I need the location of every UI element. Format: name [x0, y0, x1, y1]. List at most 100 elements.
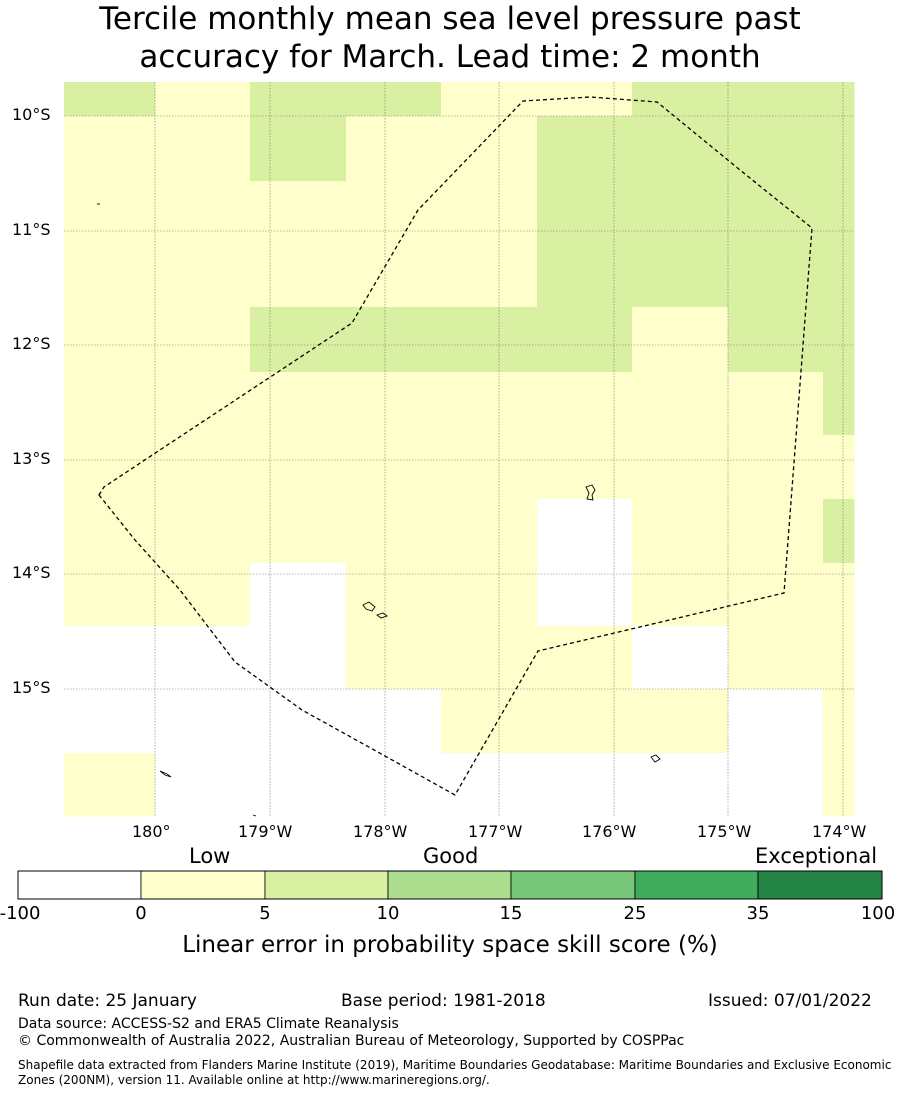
colorbar-segment: [757, 870, 883, 900]
grid-cell: [728, 307, 824, 373]
grid-cell: [64, 753, 156, 817]
island-west: [159, 770, 172, 778]
base-period: Base period: 1981-2018: [341, 991, 546, 1011]
lon-label-176w: 176°W: [582, 822, 637, 841]
grid-cell: [537, 563, 633, 627]
lon-label-177w: 177°W: [468, 822, 523, 841]
island-dot-2: [252, 814, 257, 817]
grid-cell: [632, 307, 729, 373]
grid-cell: [632, 753, 729, 817]
grid-cell: [250, 372, 347, 436]
grid-cell: [250, 563, 347, 627]
cb-tick-100: 100: [860, 903, 896, 924]
lon-label-175w: 175°W: [697, 822, 752, 841]
shapefile-credit-2: Zones (200NM), version 11. Available onl…: [18, 1073, 490, 1087]
grid-cell: [632, 563, 729, 627]
colorbar-segment: [634, 870, 759, 900]
data-source: Data source: ACCESS-S2 and ERA5 Climate …: [18, 1016, 399, 1032]
grid-cell: [728, 82, 824, 117]
cb-tick-25: 25: [623, 903, 647, 924]
grid-cell: [155, 181, 251, 308]
grid-cell: [64, 372, 156, 436]
cb-tick-minus100: -100: [0, 903, 41, 924]
grid-cell: [728, 116, 824, 182]
grid-cell: [632, 82, 729, 117]
shapefile-credit-1: Shapefile data extracted from Flanders M…: [18, 1058, 892, 1072]
grid-cell: [632, 181, 729, 308]
grid-cell: [155, 753, 251, 817]
grid-cell: [64, 563, 156, 627]
grid-cell: [346, 753, 442, 817]
grid-cell: [632, 116, 729, 182]
grid-cell: [728, 499, 824, 564]
grid-cell: [64, 181, 156, 308]
grid-cell: [250, 753, 347, 817]
lat-label-15s: 15°S: [12, 678, 51, 697]
grid-cell: [728, 435, 824, 500]
grid-cell: [441, 499, 538, 564]
grid-cell: [155, 626, 251, 690]
lat-label-12s: 12°S: [12, 334, 51, 353]
grid-cell: [823, 307, 855, 373]
cb-tick-0: 0: [135, 903, 147, 924]
grid-cell: [537, 116, 633, 182]
grid-cell: [155, 372, 251, 436]
grid-cell: [441, 116, 538, 182]
grid-cell: [632, 689, 729, 754]
islands: [97, 203, 661, 817]
cb-tick-35: 35: [746, 903, 770, 924]
cb-tick-5: 5: [259, 903, 271, 924]
grid-cell: [823, 499, 855, 564]
grid-cell: [441, 563, 538, 627]
grid-cell: [537, 626, 633, 690]
lon-label-180: 180°: [132, 822, 171, 841]
grid-cell: [346, 626, 442, 690]
lat-label-14s: 14°S: [12, 563, 51, 582]
colorbar: [17, 870, 883, 900]
grid-cell: [441, 82, 538, 117]
island-swains: [585, 484, 596, 501]
grid-cell: [155, 563, 251, 627]
grid-cell: [250, 307, 347, 373]
title-line-2: accuracy for March. Lead time: 2 month: [139, 39, 761, 75]
grid-cell: [346, 689, 442, 754]
grid-cell: [155, 307, 251, 373]
island-fakaofo-2: [376, 612, 388, 619]
grid-cell: [64, 626, 156, 690]
grid-cell: [632, 435, 729, 500]
grid-cell: [537, 435, 633, 500]
grid-cell: [441, 753, 538, 817]
grid-cell: [441, 689, 538, 754]
colorbar-segment: [17, 870, 142, 900]
grid-cell: [823, 563, 855, 627]
grid-cell: [728, 181, 824, 308]
grid-cell: [823, 753, 855, 817]
issued-date: Issued: 07/01/2022: [708, 991, 872, 1011]
grid-cell: [155, 435, 251, 500]
run-date: Run date: 25 January: [18, 991, 197, 1011]
grid-cell: [537, 499, 633, 564]
colorbar-segment: [387, 870, 512, 900]
copyright: © Commonwealth of Australia 2022, Austra…: [18, 1033, 685, 1049]
grid-cell: [155, 499, 251, 564]
grid-cell: [441, 181, 538, 308]
colorbar-segment: [510, 870, 636, 900]
lat-label-11s: 11°S: [12, 220, 51, 239]
grid-cell: [632, 499, 729, 564]
grid-cell: [823, 435, 855, 500]
category-exceptional: Exceptional: [755, 844, 878, 868]
grid-cell: [64, 82, 156, 117]
grid-cell: [823, 689, 855, 754]
lon-label-174w: 174°W: [812, 822, 867, 841]
grid-cell: [537, 181, 633, 308]
lat-label-13s: 13°S: [12, 449, 51, 468]
cb-tick-10: 10: [376, 903, 400, 924]
grid-cell: [250, 116, 347, 182]
grid-cell: [441, 626, 538, 690]
lon-label-179w: 179°W: [238, 822, 293, 841]
category-good: Good: [423, 844, 479, 868]
category-low: Low: [189, 844, 231, 868]
grid-cell: [346, 307, 442, 373]
grid-cell: [64, 499, 156, 564]
